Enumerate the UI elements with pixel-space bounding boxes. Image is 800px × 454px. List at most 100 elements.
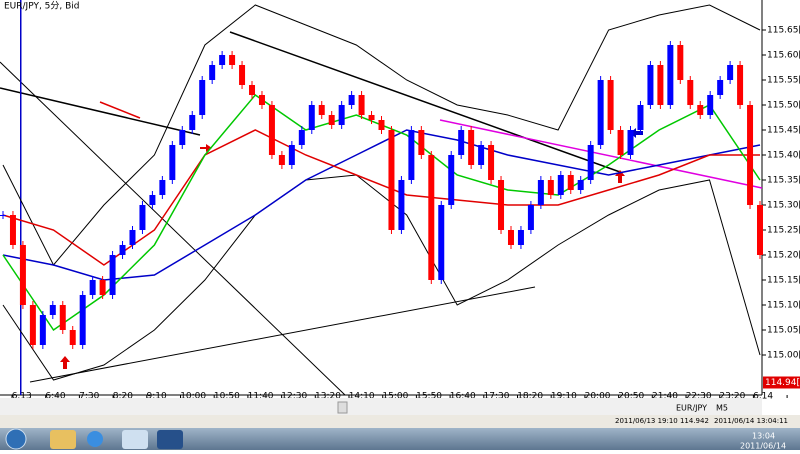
- candle-body: [199, 80, 206, 115]
- candle-body: [507, 230, 514, 245]
- x-tick-label: 19:10: [551, 392, 577, 402]
- y-tick-label: 115.25[0]: [767, 226, 800, 236]
- candle-body: [617, 130, 624, 155]
- x-tick-label: 10:50: [214, 392, 240, 402]
- candle-body: [219, 55, 226, 65]
- candle-body: [727, 65, 734, 80]
- candle-body: [478, 145, 485, 165]
- x-tick-label: 6.14: [753, 392, 773, 402]
- current-price-label: 114.94[5: [765, 378, 800, 388]
- x-tick-label: 23:20: [719, 392, 745, 402]
- x-tick-label: 12:30: [281, 392, 307, 402]
- cursor-line: [20, 0, 22, 395]
- y-tick-label: 115.20[0]: [767, 251, 800, 261]
- candle-body: [9, 215, 16, 245]
- candle-body: [89, 280, 96, 295]
- x-tick-label: 15:50: [416, 392, 442, 402]
- candle-body: [488, 145, 495, 180]
- clock-date: 2011/06/14: [740, 442, 786, 451]
- x-tick-label: 15:00: [382, 392, 408, 402]
- candle-body: [169, 145, 176, 180]
- scrollbar[interactable]: [0, 398, 762, 415]
- candle-body: [547, 180, 554, 195]
- candle-body: [0, 215, 6, 216]
- candle-body: [139, 205, 146, 230]
- x-tick-label: 10:00: [180, 392, 206, 402]
- x-tick-label: 14:10: [349, 392, 375, 402]
- candle-body: [438, 205, 445, 280]
- candle-body: [517, 230, 524, 245]
- x-tick-label: 22:30: [686, 392, 712, 402]
- candle-body: [747, 105, 754, 205]
- trend-line: [229, 31, 621, 173]
- y-tick-label: 115.35[0]: [767, 176, 800, 186]
- x-tick-label: 6:40: [45, 392, 65, 402]
- y-tick-label: 115.00[0]: [767, 351, 800, 361]
- server-time: 2011/06/14 13:04:11: [714, 417, 788, 425]
- current-price-box: [763, 376, 800, 389]
- candle-body: [49, 305, 56, 315]
- candle-body: [597, 80, 604, 145]
- taskbar-icon[interactable]: [87, 431, 103, 447]
- candle-body: [537, 180, 544, 205]
- candle-body: [59, 305, 66, 330]
- candle-body: [567, 175, 574, 190]
- candle-body: [388, 130, 395, 230]
- taskbar-icon[interactable]: [157, 430, 183, 449]
- indicator-line: [2, 4, 761, 266]
- candle-body: [249, 85, 256, 95]
- candle-body: [149, 195, 156, 205]
- indicator-line: [2, 174, 761, 381]
- candle-body: [189, 115, 196, 130]
- trend-line: [439, 119, 763, 189]
- candle-body: [577, 180, 584, 190]
- candle-body: [398, 180, 405, 230]
- chart: EUR/JPY, 5分, Bid 118.202 115.65[0] 115.60…: [0, 0, 800, 402]
- candle-body: [298, 130, 305, 145]
- scroll-thumb[interactable]: [337, 401, 348, 414]
- candle-body: [667, 45, 674, 105]
- y-tick-label: 115.65[0]: [767, 26, 800, 36]
- candle-body: [179, 130, 186, 145]
- candle-body: [69, 330, 76, 345]
- candle-body: [677, 45, 684, 80]
- candle-body: [468, 130, 475, 165]
- candle-body: [268, 105, 275, 155]
- candle-body: [239, 65, 246, 85]
- trend-line: [99, 101, 141, 119]
- candle-body: [418, 130, 425, 155]
- status-bar: [0, 415, 800, 428]
- x-tick-label: 9:10: [147, 392, 167, 402]
- timeframe[interactable]: M5: [716, 404, 728, 413]
- price-marker: 118.202: [24, 19, 49, 26]
- y-tick-label: 115.60[0]: [767, 51, 800, 61]
- y-tick-label: 115.10[0]: [767, 301, 800, 311]
- candle-body: [99, 280, 106, 295]
- candle-body: [737, 65, 744, 105]
- candle-body: [278, 155, 285, 165]
- y-tick-label: 115.55[0]: [767, 76, 800, 86]
- x-tick-label: 17:30: [484, 392, 510, 402]
- x-tick-label: 11:40: [248, 392, 274, 402]
- x-tick-label: 7:30: [79, 392, 99, 402]
- x-tick-label: 13:20: [315, 392, 341, 402]
- taskbar-icon[interactable]: [50, 430, 76, 449]
- candle-body: [368, 115, 375, 120]
- trend-line: [0, 61, 346, 396]
- candle-body: [498, 180, 505, 230]
- candle-body: [308, 105, 315, 130]
- x-tick-label: 8:20: [113, 392, 133, 402]
- candle-body: [109, 255, 116, 295]
- indicator-line: [2, 129, 760, 266]
- candle-body: [707, 95, 714, 115]
- candle-body: [587, 145, 594, 180]
- symbol[interactable]: EUR/JPY: [676, 404, 707, 413]
- x-tick-label: 6.13: [12, 392, 32, 402]
- taskbar-icon[interactable]: [122, 430, 148, 449]
- candle-body: [657, 65, 664, 105]
- candle-body: [328, 115, 335, 125]
- start-button[interactable]: [5, 428, 27, 450]
- candle-body: [627, 130, 634, 155]
- candle-body: [348, 95, 355, 105]
